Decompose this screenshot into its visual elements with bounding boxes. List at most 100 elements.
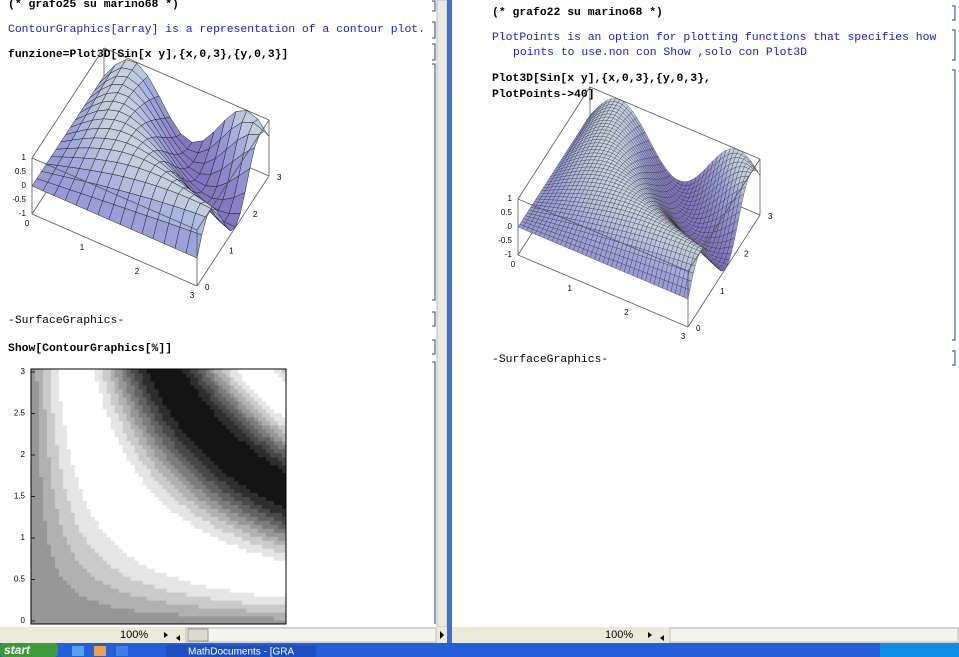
contour-cell bbox=[258, 456, 263, 462]
contour-cell bbox=[274, 604, 279, 609]
contour-cell bbox=[130, 572, 136, 577]
contour-cell bbox=[186, 400, 191, 406]
contour-cell bbox=[66, 428, 72, 434]
contour-cell bbox=[58, 404, 64, 410]
contour-cell bbox=[70, 620, 76, 625]
contour-cell bbox=[142, 464, 148, 470]
contour-cell bbox=[162, 516, 167, 521]
contour-cell bbox=[122, 404, 128, 410]
cell-bracket[interactable] bbox=[432, 311, 436, 327]
contour-cell bbox=[238, 588, 243, 593]
contour-cell bbox=[214, 400, 219, 406]
contour-cell bbox=[206, 460, 211, 466]
contour-cell bbox=[218, 428, 223, 434]
scroll-arrow[interactable] bbox=[440, 631, 444, 639]
scrollbar[interactable] bbox=[436, 0, 448, 628]
contour-cell bbox=[234, 564, 239, 569]
contour-cell bbox=[262, 420, 267, 426]
contour-cell bbox=[262, 476, 267, 482]
contour-cell bbox=[31, 420, 36, 426]
contour-cell bbox=[38, 464, 44, 470]
contour-cell bbox=[182, 444, 187, 450]
contour-cell bbox=[62, 372, 68, 378]
contour-cell bbox=[214, 468, 219, 474]
cell-bracket[interactable] bbox=[432, 43, 436, 61]
contour-cell bbox=[78, 612, 84, 617]
contour-cell bbox=[110, 420, 116, 426]
contour-cell bbox=[210, 384, 215, 390]
cell-bracket[interactable] bbox=[432, 21, 436, 39]
contour-cell bbox=[166, 616, 171, 621]
contour-cell bbox=[170, 500, 175, 505]
contour-cell bbox=[246, 372, 251, 378]
contour-cell bbox=[90, 388, 96, 394]
contour-cell bbox=[98, 596, 104, 601]
contour-cell bbox=[242, 544, 247, 549]
contour-cell bbox=[170, 388, 175, 394]
contour-cell bbox=[210, 404, 215, 410]
cell-bracket[interactable] bbox=[432, 361, 436, 624]
contour-cell bbox=[122, 392, 128, 398]
contour-cell bbox=[74, 604, 80, 609]
contour-cell bbox=[102, 400, 108, 406]
contour-cell bbox=[206, 488, 211, 494]
contour-cell bbox=[82, 412, 88, 418]
contour-cell bbox=[98, 484, 104, 490]
contour-cell bbox=[114, 524, 120, 529]
cell-bracket[interactable] bbox=[432, 0, 436, 12]
contour-cell bbox=[198, 500, 203, 505]
contour-cell bbox=[222, 588, 227, 593]
contour-cell bbox=[86, 380, 92, 386]
contour-cell bbox=[158, 596, 163, 601]
contour-cell bbox=[98, 480, 104, 486]
contour-cell bbox=[150, 560, 156, 565]
contour-cell bbox=[134, 476, 140, 482]
contour-cell bbox=[186, 380, 191, 386]
cell-bracket[interactable] bbox=[432, 63, 436, 301]
contour-cell bbox=[242, 524, 247, 529]
contour-cell bbox=[74, 620, 80, 625]
contour-cell bbox=[254, 440, 259, 446]
contour-cell bbox=[194, 548, 199, 553]
h-scrollbar[interactable] bbox=[185, 627, 437, 643]
contour-cell bbox=[94, 552, 100, 557]
contour-cell bbox=[238, 536, 243, 541]
contour-cell bbox=[154, 516, 159, 521]
contour-cell bbox=[242, 540, 247, 545]
contour-cell bbox=[82, 432, 88, 438]
cell-bracket[interactable] bbox=[432, 339, 436, 355]
contour-cell bbox=[258, 536, 263, 541]
contour-cell bbox=[270, 516, 275, 521]
contour-cell bbox=[198, 588, 203, 593]
contour-cell bbox=[158, 464, 163, 470]
contour-cell bbox=[282, 460, 287, 466]
contour-cell bbox=[278, 456, 283, 462]
contour-cell bbox=[226, 492, 231, 497]
contour-cell bbox=[66, 400, 72, 406]
contour-cell bbox=[70, 580, 76, 585]
contour-cell bbox=[74, 496, 80, 501]
contour-cell bbox=[118, 604, 124, 609]
contour-cell bbox=[98, 408, 104, 414]
contour-cell bbox=[166, 460, 171, 466]
contour-cell bbox=[82, 620, 88, 625]
contour-cell bbox=[122, 560, 128, 565]
contour-cell bbox=[190, 524, 195, 529]
contour-cell bbox=[234, 568, 239, 573]
contour-cell bbox=[274, 580, 279, 585]
contour-cell bbox=[142, 544, 148, 549]
contour-cell bbox=[158, 392, 163, 398]
contour-cell bbox=[31, 372, 36, 378]
contour-cell bbox=[102, 600, 108, 605]
contour-cell bbox=[170, 400, 175, 406]
contour-cell bbox=[218, 588, 223, 593]
contour-cell bbox=[234, 532, 239, 537]
contour-cell bbox=[234, 388, 239, 394]
zoom-level[interactable]: 100% bbox=[120, 629, 148, 641]
contour-cell bbox=[42, 404, 48, 410]
contour-cell bbox=[190, 588, 195, 593]
scroll-thumb[interactable] bbox=[187, 628, 209, 642]
contour-cell bbox=[238, 600, 243, 605]
contour-cell bbox=[218, 492, 223, 497]
contour-cell bbox=[258, 544, 263, 549]
